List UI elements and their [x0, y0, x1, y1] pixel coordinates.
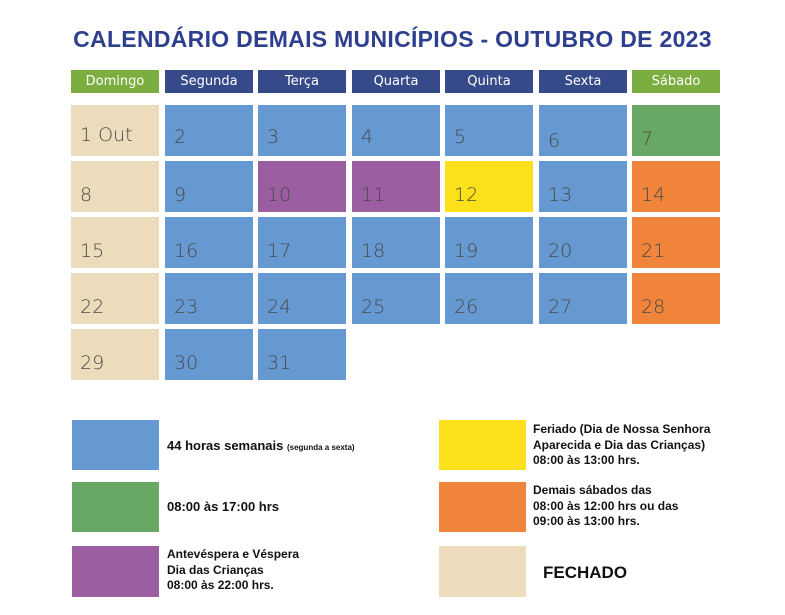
calendar-day-cell: 5 [445, 105, 533, 156]
day-number: 13 [548, 184, 573, 206]
calendar-day-cell: 25 [352, 273, 440, 324]
day-number: 11 [361, 184, 386, 206]
day-number: 4 [361, 126, 374, 148]
day-number: 15 [80, 240, 105, 262]
legend-swatch-blue [72, 420, 159, 470]
legend-swatch-beige [439, 546, 526, 597]
legend-swatch-yellow [439, 420, 526, 470]
calendar-day-cell: 28 [632, 273, 720, 324]
legend-yellow-line: 08:00 às 13:00 hrs. [533, 453, 640, 467]
day-number: 3 [267, 126, 280, 148]
day-number: 26 [454, 296, 479, 318]
calendar-day-cell: 22 [71, 273, 159, 324]
legend-label-green: 08:00 às 17:00 hrs [167, 499, 280, 514]
calendar-day-cell: 19 [445, 217, 533, 268]
calendar-day-cell: 9 [165, 161, 253, 212]
day-number: 21 [641, 240, 666, 262]
calendar-day-cell: 29 [71, 329, 159, 380]
day-number: 18 [361, 240, 386, 262]
day-number: 10 [267, 184, 292, 206]
page-title: CALENDÁRIO DEMAIS MUNICÍPIOS - OUTUBRO D… [73, 26, 712, 52]
calendar-day-cell: 1 Out [71, 105, 159, 156]
calendar-day-cell: 7 [632, 105, 720, 156]
day-number: 25 [361, 296, 386, 318]
day-number: 16 [174, 240, 199, 262]
calendar-day-cell: 30 [165, 329, 253, 380]
day-number: 22 [80, 296, 105, 318]
day-number: 24 [267, 296, 292, 318]
calendar-day-cell: 6 [539, 105, 627, 156]
legend-orange-line: Demais sábados das [533, 483, 652, 497]
day-number: 28 [641, 296, 666, 318]
calendar-day-cell: 2 [165, 105, 253, 156]
legend-yellow-line: Feriado (Dia de Nossa Senhora [533, 422, 711, 436]
day-number: 19 [454, 240, 479, 262]
legend-orange-line: 08:00 às 12:00 hrs ou das [533, 498, 679, 513]
legend-label-orange: Demais sábados das 08:00 às 12:00 hrs ou… [533, 483, 678, 530]
legend-purple-line: 08:00 às 22:00 hrs. [167, 578, 274, 592]
day-number: 14 [641, 184, 666, 206]
legend-purple-line: Antevéspera e Véspera [167, 547, 300, 561]
day-number: 1 Out [80, 124, 133, 146]
calendar-day-cell: 26 [445, 273, 533, 324]
calendar-day-cell: 12 [445, 161, 533, 212]
calendar-day-cell: 21 [632, 217, 720, 268]
weekday-header: Sábado [632, 70, 720, 93]
calendar-day-cell: 13 [539, 161, 627, 212]
weekday-header: Quarta [352, 70, 440, 93]
weekday-header: Segunda [165, 70, 253, 93]
calendar-day-cell: 17 [258, 217, 346, 268]
day-number: 20 [548, 240, 573, 262]
legend-label-purple: Antevéspera e Véspera Dia das Crianças 0… [167, 547, 299, 594]
day-number: 27 [548, 296, 573, 318]
calendar-day-cell: 23 [165, 273, 253, 324]
calendar-day-cell: 11 [352, 161, 440, 212]
legend-label-blue: 44 horas semanais (segunda a sexta) [167, 437, 355, 456]
day-number: 31 [267, 352, 292, 374]
weekday-header: Terça [258, 70, 346, 93]
weekday-header: Quinta [445, 70, 533, 93]
calendar-day-cell: 16 [165, 217, 253, 268]
day-number: 7 [641, 128, 654, 150]
legend-label-beige: FECHADO [543, 563, 628, 582]
legend-label-yellow: Feriado (Dia de Nossa Senhora Aparecida … [533, 422, 710, 469]
legend-purple-line: Dia das Crianças [167, 562, 264, 577]
legend-swatch-purple [72, 546, 159, 597]
calendar-day-cell: 10 [258, 161, 346, 212]
day-number: 23 [174, 296, 199, 318]
calendar-day-cell: 20 [539, 217, 627, 268]
calendar-day-cell: 27 [539, 273, 627, 324]
legend-swatch-orange [439, 482, 526, 532]
day-number: 17 [267, 240, 292, 262]
day-number: 12 [454, 184, 479, 206]
weekday-header: Domingo [71, 70, 159, 93]
legend-swatch-green [72, 482, 159, 532]
legend-blue-note: (segunda a sexta) [286, 443, 355, 452]
calendar-day-cell: 3 [258, 105, 346, 156]
calendar-day-cell: 4 [352, 105, 440, 156]
calendar-day-cell: 8 [71, 161, 159, 212]
day-number: 9 [174, 184, 187, 206]
calendar-day-cell: 18 [352, 217, 440, 268]
day-number: 2 [174, 126, 187, 148]
legend-blue-main: 44 horas semanais [167, 438, 284, 453]
day-number: 5 [454, 126, 467, 148]
day-number: 30 [174, 352, 199, 374]
day-number: 6 [548, 130, 561, 152]
legend-yellow-line: Aparecida e Dia das Crianças) [533, 437, 706, 452]
day-number: 29 [80, 352, 105, 374]
weekday-header: Sexta [539, 70, 627, 93]
calendar-day-cell: 31 [258, 329, 346, 380]
calendar-day-cell: 24 [258, 273, 346, 324]
legend-orange-line: 09:00 às 13:00 hrs. [533, 514, 640, 528]
calendar-day-cell: 14 [632, 161, 720, 212]
calendar-day-cell: 15 [71, 217, 159, 268]
day-number: 8 [80, 184, 93, 206]
